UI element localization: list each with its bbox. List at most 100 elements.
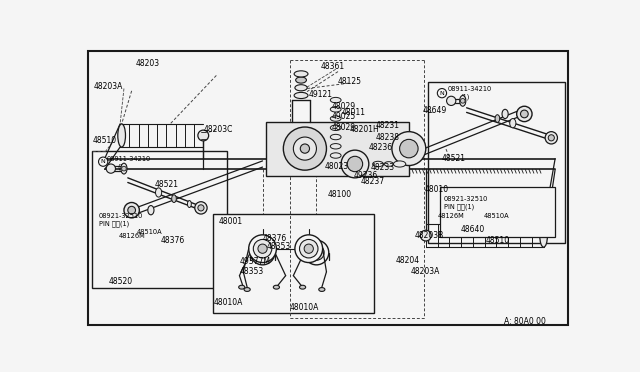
Text: 48520: 48520 xyxy=(109,277,132,286)
Text: 48521: 48521 xyxy=(442,154,466,163)
Text: 48204: 48204 xyxy=(396,256,420,265)
Text: 48125: 48125 xyxy=(337,77,361,86)
Text: A: 80A0 00: A: 80A0 00 xyxy=(504,317,545,326)
Circle shape xyxy=(516,106,532,122)
Ellipse shape xyxy=(156,188,162,197)
Text: 49025: 49025 xyxy=(332,112,356,121)
Circle shape xyxy=(198,130,209,141)
Text: 48203A: 48203A xyxy=(410,267,440,276)
Ellipse shape xyxy=(330,97,341,103)
Text: 48510A: 48510A xyxy=(137,229,163,235)
Circle shape xyxy=(124,202,140,218)
Text: 49377M: 49377M xyxy=(239,257,271,266)
Text: 48353: 48353 xyxy=(266,242,291,251)
Ellipse shape xyxy=(330,144,341,149)
Ellipse shape xyxy=(330,134,341,140)
Ellipse shape xyxy=(294,71,308,77)
Circle shape xyxy=(255,245,270,260)
Ellipse shape xyxy=(495,115,500,122)
Text: 48126M: 48126M xyxy=(437,212,464,219)
Text: 48231: 48231 xyxy=(376,121,400,130)
Ellipse shape xyxy=(172,195,176,202)
Ellipse shape xyxy=(294,92,308,99)
Circle shape xyxy=(420,230,431,241)
Bar xyxy=(266,122,409,176)
Circle shape xyxy=(447,96,456,106)
Circle shape xyxy=(341,150,369,178)
Text: 48203C: 48203C xyxy=(204,125,232,134)
Text: 48510: 48510 xyxy=(92,137,116,145)
Text: 48126M: 48126M xyxy=(118,232,145,238)
Text: 08921-32510: 08921-32510 xyxy=(99,212,143,219)
Text: 48011: 48011 xyxy=(342,108,366,117)
Ellipse shape xyxy=(118,124,125,147)
Circle shape xyxy=(258,244,267,253)
Text: 48203: 48203 xyxy=(136,60,159,68)
Circle shape xyxy=(249,235,276,263)
Circle shape xyxy=(348,156,363,172)
Ellipse shape xyxy=(330,107,341,112)
Circle shape xyxy=(284,127,326,170)
Circle shape xyxy=(253,240,272,258)
Circle shape xyxy=(300,144,310,153)
Circle shape xyxy=(293,137,316,160)
Ellipse shape xyxy=(244,288,250,291)
Ellipse shape xyxy=(384,162,394,166)
Ellipse shape xyxy=(372,161,383,167)
Text: 48521: 48521 xyxy=(155,180,179,189)
Text: 08911-34210: 08911-34210 xyxy=(107,155,151,161)
Text: 48510: 48510 xyxy=(486,237,510,246)
Bar xyxy=(92,151,227,288)
Text: 48361: 48361 xyxy=(320,62,344,71)
Circle shape xyxy=(545,132,557,144)
Ellipse shape xyxy=(300,285,306,289)
Text: PIN ピン(1): PIN ピン(1) xyxy=(99,220,129,227)
Text: 48203B: 48203B xyxy=(414,231,444,240)
Text: 48201H: 48201H xyxy=(349,125,380,134)
Text: N: N xyxy=(100,159,106,164)
Circle shape xyxy=(295,235,323,263)
Circle shape xyxy=(520,110,528,118)
Text: 48203A: 48203A xyxy=(93,83,122,92)
Text: 48001: 48001 xyxy=(219,217,243,226)
Text: (1): (1) xyxy=(117,163,126,170)
Ellipse shape xyxy=(121,163,127,174)
Text: 48236: 48236 xyxy=(369,143,393,152)
Circle shape xyxy=(392,132,426,166)
Circle shape xyxy=(308,245,324,260)
Circle shape xyxy=(122,166,126,171)
Text: PIN ピン(1): PIN ピン(1) xyxy=(444,203,474,210)
Text: 48649: 48649 xyxy=(422,106,447,115)
Text: 08911-34210: 08911-34210 xyxy=(448,86,492,92)
Text: 48640: 48640 xyxy=(460,225,484,234)
Ellipse shape xyxy=(394,161,406,167)
Ellipse shape xyxy=(148,206,154,215)
Ellipse shape xyxy=(319,288,325,291)
Ellipse shape xyxy=(502,109,508,119)
Circle shape xyxy=(99,157,108,166)
Circle shape xyxy=(548,135,554,141)
Text: 48100: 48100 xyxy=(328,190,352,199)
Ellipse shape xyxy=(509,119,516,128)
Bar xyxy=(440,187,555,237)
Text: 48353: 48353 xyxy=(239,267,264,276)
Circle shape xyxy=(300,240,318,258)
Text: (1): (1) xyxy=(460,94,470,100)
Text: 48029: 48029 xyxy=(332,123,356,132)
Text: 48233: 48233 xyxy=(371,163,394,172)
Text: 48376: 48376 xyxy=(160,237,184,246)
Ellipse shape xyxy=(296,77,307,83)
Text: 08921-32510: 08921-32510 xyxy=(444,196,488,202)
Text: 48010: 48010 xyxy=(424,185,449,194)
Circle shape xyxy=(304,240,329,265)
Ellipse shape xyxy=(330,125,341,131)
Ellipse shape xyxy=(295,85,307,91)
Circle shape xyxy=(106,164,115,173)
Ellipse shape xyxy=(188,201,191,208)
Text: 48510A: 48510A xyxy=(484,212,509,219)
Circle shape xyxy=(198,205,204,211)
Text: 48238: 48238 xyxy=(376,132,400,141)
Circle shape xyxy=(437,89,447,98)
Circle shape xyxy=(250,240,275,265)
Text: 48010A: 48010A xyxy=(214,298,243,307)
